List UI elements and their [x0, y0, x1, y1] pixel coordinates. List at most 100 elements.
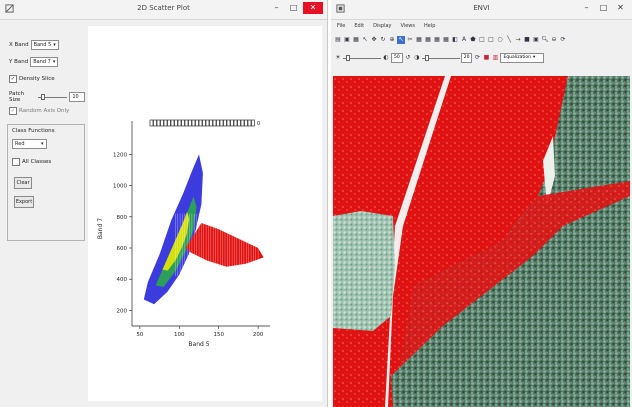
density-slice-row[interactable]: ✓ Density Slice: [9, 75, 55, 83]
line-icon[interactable]: ╲: [507, 36, 511, 43]
menu-edit[interactable]: Edit: [354, 22, 365, 29]
x-tick-label: 200: [253, 332, 264, 338]
text-icon[interactable]: A: [461, 36, 467, 43]
export-button[interactable]: Export: [14, 196, 34, 208]
slider-handle[interactable]: [346, 55, 350, 61]
colorbar-cell: [184, 119, 189, 127]
random-axis-row[interactable]: ✓ Random Axis Only: [9, 107, 69, 115]
reset-icon[interactable]: ↺: [405, 54, 411, 61]
image-view[interactable]: [333, 76, 630, 407]
slider-handle[interactable]: [424, 55, 429, 61]
colorbar-cell: [202, 119, 206, 127]
scatter-titlebar[interactable]: 2D Scatter Plot – □ ✕: [0, 0, 327, 20]
y-band-select[interactable]: Band 7 ▾: [30, 57, 59, 67]
menu-help[interactable]: Help: [423, 22, 436, 29]
all-classes-checkbox[interactable]: [12, 158, 20, 166]
open-icon[interactable]: ▤: [335, 36, 341, 43]
close-button[interactable]: ✕: [617, 3, 624, 12]
grid4-icon[interactable]: ▦: [443, 36, 449, 43]
colorbar-cell: [188, 119, 192, 127]
patch-size-slider[interactable]: [38, 94, 68, 100]
zoom-in-icon[interactable]: ⊕: [389, 36, 395, 43]
rotate-icon[interactable]: ↻: [380, 36, 386, 43]
patch-size-input[interactable]: 10: [69, 92, 85, 102]
menu-views[interactable]: Views: [400, 22, 415, 29]
density-slice-checkbox[interactable]: ✓: [9, 75, 17, 83]
magnify-icon[interactable]: ⊖: [551, 36, 557, 43]
refresh-icon[interactable]: ⟳: [474, 54, 480, 61]
x-band-value: Band 5: [33, 42, 52, 48]
all-classes-row[interactable]: All Classes: [12, 158, 51, 166]
export-icon[interactable]: ■: [524, 36, 530, 43]
scatter-chart[interactable]: 50 100 150 200 200 400 600 800 1000 1200 Band 5 Ban…: [88, 26, 322, 401]
x-tick-label: 50: [136, 332, 143, 338]
rectangle-icon[interactable]: □: [479, 36, 485, 43]
maximize-button[interactable]: □: [599, 3, 608, 12]
ellipse-icon[interactable]: ○: [497, 36, 503, 43]
colorbar-cell: [191, 119, 196, 127]
colorbar-cell: [198, 119, 203, 127]
patch-size-label: Patch Size: [9, 91, 25, 103]
scatter-plot-area[interactable]: 50 100 150 200 200 400 600 800 1000 1200 Band 5 Ban…: [88, 26, 322, 401]
road-line: [385, 76, 451, 407]
random-axis-checkbox[interactable]: ✓: [9, 107, 17, 115]
all-classes-label: All Classes: [22, 159, 52, 165]
brightness-input[interactable]: 50: [391, 53, 403, 63]
colorbar-cell: [212, 119, 217, 127]
print-icon[interactable]: ▦: [353, 36, 359, 43]
envi-titlebar[interactable]: ENVI – □ ✕: [331, 0, 632, 20]
y-tick-label: 1000: [113, 184, 127, 190]
contrast-input[interactable]: 20: [460, 53, 473, 63]
stretch-select[interactable]: Equalization ▾: [500, 53, 545, 63]
vegetation-patch: [333, 211, 395, 331]
x-band-select[interactable]: Band 5 ▾: [30, 40, 59, 50]
chevron-down-icon: ▾: [52, 59, 56, 65]
maximize-button[interactable]: □: [289, 3, 298, 12]
minimize-button[interactable]: –: [274, 3, 279, 12]
slider-handle[interactable]: [41, 94, 46, 100]
colorbar-cell: [156, 119, 161, 127]
color-icon[interactable]: ■: [483, 54, 490, 61]
pan-icon[interactable]: ✥: [371, 36, 377, 43]
colorbar-cell: [177, 119, 182, 127]
colorbar-cell: [230, 119, 234, 127]
class-select-row: Red ▾: [12, 139, 47, 149]
clear-button[interactable]: Clear: [14, 177, 32, 189]
zoom-icon[interactable]: 🔍︎: [541, 36, 549, 43]
chip-icon[interactable]: ▣: [533, 36, 539, 43]
classified-image[interactable]: [333, 76, 630, 407]
colorbar-cell: [205, 119, 210, 127]
menu-display[interactable]: Display: [373, 22, 392, 29]
colorbar-cell: [181, 119, 185, 127]
menu-file[interactable]: File: [337, 22, 346, 29]
select-icon[interactable]: ↖: [397, 36, 405, 44]
refresh-icon[interactable]: ⟳: [560, 36, 566, 43]
close-button[interactable]: ✕: [303, 2, 323, 14]
class-value: Red: [15, 141, 25, 147]
save-icon[interactable]: ▣: [344, 36, 350, 43]
class-select[interactable]: Red ▾: [12, 139, 47, 149]
cut-icon[interactable]: ✂: [407, 36, 413, 43]
x-axis-label: Band 5: [188, 341, 209, 348]
colorbar-cell: [216, 119, 220, 127]
colorbar-label: 0: [257, 121, 260, 127]
y-tick-label: 600: [117, 246, 128, 252]
polygon-icon[interactable]: ⬟: [470, 36, 476, 43]
menu-bar: File Edit Display Views Help: [331, 20, 632, 31]
contrast-slider[interactable]: [421, 55, 460, 61]
colorbar-cell: [174, 119, 178, 127]
y-tick-label: 800: [117, 215, 128, 221]
minimize-button[interactable]: –: [584, 3, 589, 12]
contrast-icon: ◐: [383, 54, 389, 61]
app-icon: [5, 4, 14, 13]
arrow-icon[interactable]: →: [515, 36, 521, 43]
square-icon[interactable]: □: [488, 36, 494, 43]
grid2-icon[interactable]: ▦: [425, 36, 431, 43]
grid3-icon[interactable]: ▦: [434, 36, 440, 43]
histogram-icon[interactable]: ▥: [492, 54, 499, 61]
grid-icon[interactable]: ▦: [416, 36, 422, 43]
brightness-slider[interactable]: [343, 55, 381, 61]
layer-icon[interactable]: ◧: [452, 36, 458, 43]
x-band-label: X Band: [9, 42, 29, 48]
cursor-icon[interactable]: ↖: [362, 36, 368, 43]
